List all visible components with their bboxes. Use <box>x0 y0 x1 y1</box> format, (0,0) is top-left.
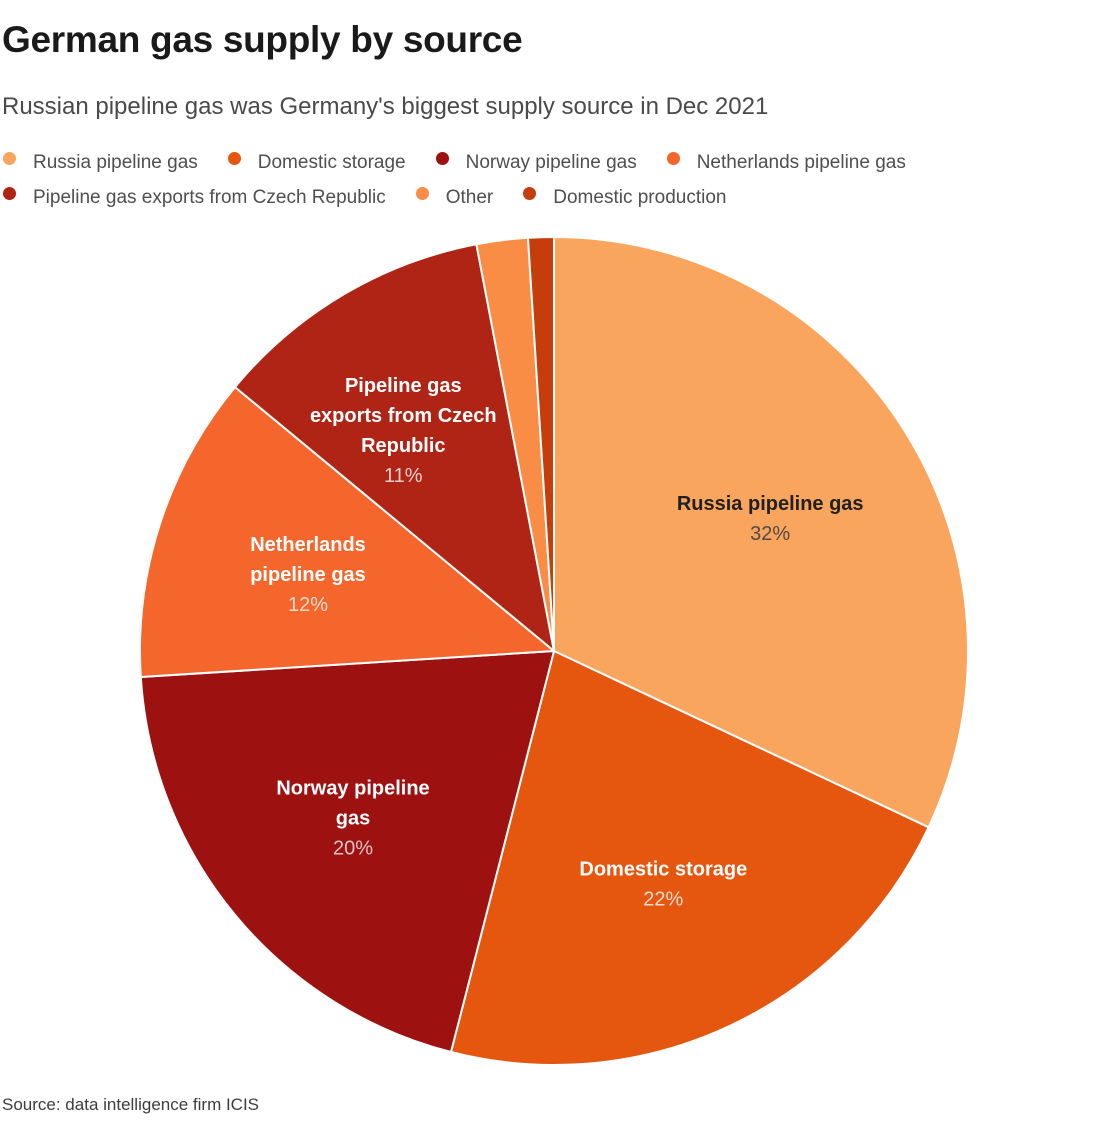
chart-legend: Russia pipeline gas Domestic storage Norwa… <box>3 150 1083 211</box>
legend-label: Other <box>445 187 494 208</box>
legend-swatch-icon <box>523 187 537 200</box>
chart-subtitle: Russian pipeline gas was Germany's bigge… <box>2 93 769 120</box>
slice-label-norway-pipeline-gas: Norway pipeline gas 20% <box>276 777 429 859</box>
slice-label-domestic-storage: Domestic storage 22% <box>579 858 747 910</box>
pie-slice-russia-pipeline-gas <box>553 236 970 829</box>
legend-label: Netherlands pipeline gas <box>696 152 906 173</box>
legend-swatch-icon <box>666 152 680 165</box>
legend-label: Norway pipeline gas <box>465 152 637 173</box>
slice-label-pipeline-gas-exports-from-czech-republic: Pipeline gas exports from Czech Republic 11… <box>310 375 497 487</box>
legend-item-domestic-storage: Domestic storage <box>227 150 406 176</box>
pie-slice-domestic-production <box>527 235 555 652</box>
pie-slice-domestic-storage <box>450 650 930 1067</box>
legend-swatch-icon <box>227 152 241 165</box>
legend-label: Russia pipeline gas <box>33 152 198 173</box>
legend-item-netherlands-pipeline-gas: Netherlands pipeline gas <box>666 150 906 176</box>
legend-label: Domestic storage <box>257 152 406 173</box>
chart-title: German gas supply by source <box>2 19 523 60</box>
legend-label: Pipeline gas exports from Czech Republic <box>33 187 386 208</box>
legend-swatch-icon <box>3 187 16 200</box>
legend-swatch-icon <box>3 152 16 165</box>
pie-slice-pipeline-gas-exports-from-czech-republic <box>234 243 555 652</box>
legend-item-norway-pipeline-gas: Norway pipeline gas <box>435 150 637 176</box>
source-note: Source: data intelligence firm ICIS <box>2 1095 260 1114</box>
pie-slice-norway-pipeline-gas <box>139 650 555 1053</box>
legend-item-russia-pipeline-gas: Russia pipeline gas <box>3 150 198 176</box>
slice-label-netherlands-pipeline-gas: Netherlands pipeline gas 12% <box>250 534 366 616</box>
slice-label-russia-pipeline-gas: Russia pipeline gas 32% <box>677 493 864 545</box>
legend-item-other: Other <box>415 185 494 211</box>
legend-swatch-icon <box>415 187 429 200</box>
legend-swatch-icon <box>435 152 449 165</box>
legend-item-domestic-production: Domestic production <box>523 185 726 211</box>
legend-label: Domestic production <box>553 187 727 208</box>
pie-slice-netherlands-pipeline-gas <box>139 386 555 678</box>
legend-item-pipeline-gas-exports-from-czech-republic: Pipeline gas exports from Czech Republic <box>3 185 386 211</box>
